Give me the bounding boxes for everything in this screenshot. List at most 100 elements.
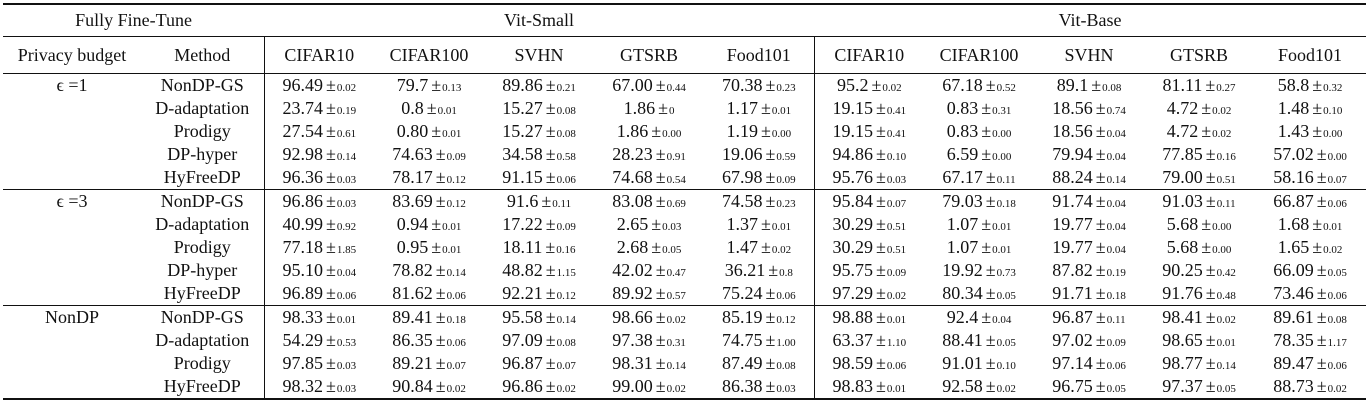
plus-minus-sign: ±: [1095, 237, 1106, 257]
mean-value: 87.82: [1052, 260, 1093, 280]
mean-value: 90.25: [1162, 260, 1203, 280]
mean-value: 92.4: [946, 307, 979, 327]
mean-value: 86.38: [721, 376, 763, 396]
plus-minus-sign: ±: [1095, 260, 1106, 280]
plus-minus-sign: ±: [1095, 191, 1106, 211]
plus-minus-sign: ±: [545, 237, 556, 257]
result-cell: 98.88 ±0.01: [813, 305, 925, 329]
mean-value: 89.92: [612, 283, 653, 303]
plus-minus-sign: ±: [1205, 376, 1216, 396]
std-value: 0.18: [996, 198, 1016, 210]
result-cell: 90.84 ±0.02: [374, 375, 485, 400]
mean-value: 5.68: [1166, 214, 1199, 234]
std-value: 0.53: [336, 337, 357, 349]
result-cell: 5.68 ±0.00: [1144, 236, 1254, 259]
result-cell: 19.77 ±0.04: [1034, 236, 1144, 259]
result-cell: 94.86 ±0.10: [813, 143, 925, 166]
privacy-budget-cell: [3, 282, 141, 306]
std-value: 1.00: [776, 337, 796, 349]
result-cell: 0.83 ±0.00: [924, 120, 1034, 143]
mean-value: 19.77: [1052, 237, 1093, 257]
result-cell: 96.87 ±0.07: [484, 352, 594, 375]
plus-minus-sign: ±: [1095, 98, 1106, 118]
plus-minus-sign: ±: [655, 353, 666, 373]
mean-value: 98.88: [832, 307, 873, 327]
result-cell: 34.58 ±0.58: [484, 143, 594, 166]
plus-minus-sign: ±: [1312, 121, 1323, 141]
std-value: 0.31: [992, 105, 1012, 117]
mean-value: 95.84: [832, 191, 873, 211]
method-cell: Prodigy: [173, 121, 231, 141]
result-cell: 87.82 ±0.19: [1034, 259, 1144, 282]
column-header-dataset: GTSRB: [1144, 36, 1255, 74]
mean-value: 79.94: [1052, 144, 1093, 164]
plus-minus-sign: ±: [875, 353, 886, 373]
mean-value: 1.19: [726, 121, 758, 141]
result-cell: 81.62 ±0.06: [374, 282, 484, 306]
method-cell: HyFreeDP: [141, 375, 265, 400]
result-cell: 91.76 ±0.48: [1144, 282, 1254, 306]
std-value: 0.19: [336, 105, 357, 117]
plus-minus-sign: ±: [545, 283, 556, 303]
result-cell: 79.00 ±0.51: [1144, 166, 1254, 190]
mean-value: 89.61: [1273, 307, 1314, 327]
mean-value: 97.02: [1052, 330, 1093, 350]
std-value: 1.15: [556, 267, 576, 279]
privacy-budget-cell: [3, 352, 141, 375]
result-cell: 30.29 ±0.51: [813, 213, 925, 236]
std-value: 0.57: [666, 290, 686, 302]
std-value: 0.48: [1216, 290, 1236, 302]
std-value: 0.05: [996, 290, 1016, 302]
plus-minus-sign: ±: [325, 353, 336, 373]
std-value: 0.00: [662, 128, 682, 140]
mean-value: 96.87: [502, 353, 543, 373]
std-value: 0.59: [776, 151, 796, 163]
plus-minus-sign: ±: [765, 376, 776, 396]
table-row: D-adaptation 23.74 ±0.19 0.8 ±0.01 15.27 ±0.08…: [3, 97, 1366, 120]
result-cell: 96.49 ±0.02: [263, 73, 375, 97]
mean-value: 95.2: [836, 75, 869, 95]
std-value: 0.52: [996, 82, 1016, 94]
plus-minus-sign: ±: [1201, 214, 1212, 234]
std-value: 0.00: [992, 128, 1012, 140]
result-cell: 80.34 ±0.05: [924, 282, 1034, 306]
result-cell: 81.11 ±0.27: [1144, 73, 1255, 97]
result-cell: 18.11 ±0.16: [484, 236, 594, 259]
std-value: 0.01: [437, 105, 457, 117]
std-value: 0.14: [1106, 174, 1126, 186]
result-cell: 77.18 ±1.85: [263, 236, 375, 259]
std-value: 0.31: [666, 337, 686, 349]
std-value: 0.91: [666, 151, 686, 163]
result-cell: 23.74 ±0.19: [263, 97, 375, 120]
mean-value: 77.85: [1162, 144, 1203, 164]
mean-value: 42.02: [612, 260, 653, 280]
result-cell: 1.68 ±0.01: [1254, 213, 1366, 236]
privacy-budget-cell: ϵ =1: [3, 73, 141, 97]
mean-value: 58.8: [1277, 75, 1310, 95]
result-cell: 1.65 ±0.02: [1254, 236, 1366, 259]
mean-value: 0.94: [396, 214, 429, 234]
std-value: 0.32: [1323, 82, 1343, 94]
mean-value: 15.27: [502, 121, 543, 141]
std-value: 0.09: [1106, 337, 1126, 349]
privacy-budget-cell: [3, 97, 141, 120]
result-cell: 0.95 ±0.01: [374, 236, 484, 259]
std-value: 0.74: [1106, 105, 1126, 117]
method-cell: NonDP-GS: [141, 189, 265, 213]
result-cell: 70.38 ±0.23: [704, 73, 815, 97]
plus-minus-sign: ±: [1095, 144, 1106, 164]
plus-minus-sign: ±: [545, 376, 556, 396]
std-value: 0.12: [446, 198, 466, 210]
group-header-vit-small: Vit-Small: [264, 3, 815, 37]
result-cell: 96.36 ±0.03: [263, 166, 375, 190]
mean-value: 5.68: [1166, 237, 1199, 257]
plus-minus-sign: ±: [985, 330, 996, 350]
std-value: 0.61: [336, 128, 357, 140]
std-value: 0.02: [1323, 244, 1343, 256]
result-cell: 15.27 ±0.08: [484, 120, 594, 143]
plus-minus-sign: ±: [431, 121, 442, 141]
plus-minus-sign: ±: [875, 260, 886, 280]
column-header-privacy-budget: Privacy budget: [3, 36, 141, 74]
std-value: 0.03: [336, 174, 357, 186]
std-value: 0.08: [556, 105, 576, 117]
